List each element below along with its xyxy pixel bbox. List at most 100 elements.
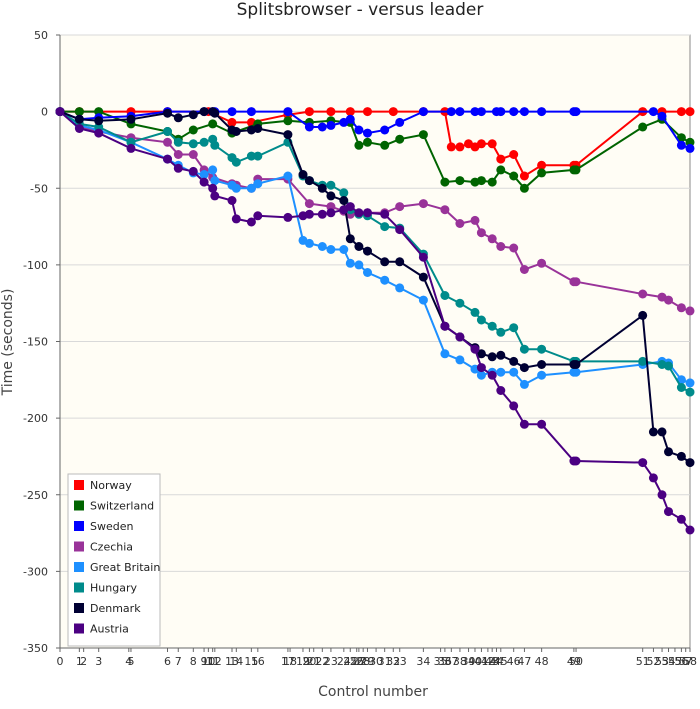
chart-title: Splitsbrowser - versus leader xyxy=(237,0,484,20)
data-point xyxy=(519,183,529,193)
legend-swatch xyxy=(74,562,84,572)
data-point xyxy=(537,360,547,369)
data-point xyxy=(354,208,364,218)
x-tick-label: 33 xyxy=(393,655,407,668)
data-point xyxy=(326,202,336,212)
data-point xyxy=(519,419,529,429)
x-tick-label: 6 xyxy=(164,655,171,668)
data-point xyxy=(487,177,497,187)
x-tick-label: 8 xyxy=(190,655,197,668)
data-point xyxy=(509,150,519,159)
x-tick-label: 38 xyxy=(453,655,467,668)
data-point xyxy=(363,246,372,256)
series-line xyxy=(60,110,691,190)
x-tick-label: 19 xyxy=(296,655,310,668)
data-point xyxy=(418,272,428,282)
data-point xyxy=(345,114,355,124)
data-point xyxy=(487,370,497,380)
data-point xyxy=(163,127,172,136)
x-tick-label: 9 xyxy=(201,655,208,668)
data-point xyxy=(455,107,465,117)
data-point xyxy=(487,139,497,149)
x-tick-label: 39 xyxy=(462,655,476,668)
data-point xyxy=(74,107,84,117)
x-tick-label: 56 xyxy=(674,655,688,668)
data-point xyxy=(476,363,486,373)
y-tick-label: 50 xyxy=(34,29,48,42)
data-point xyxy=(173,163,183,173)
legend-label: Switzerland xyxy=(90,500,154,513)
x-tick-label: 55 xyxy=(668,655,682,668)
legend-swatch xyxy=(74,603,84,613)
data-point xyxy=(519,265,529,274)
data-point xyxy=(455,298,465,308)
data-point xyxy=(657,427,667,437)
data-point xyxy=(470,107,480,117)
data-point xyxy=(317,122,327,132)
data-point xyxy=(163,154,172,164)
data-point xyxy=(676,303,686,313)
data-point xyxy=(246,217,256,227)
x-tick-label: 46 xyxy=(507,655,521,668)
legend-label: Austria xyxy=(90,623,129,636)
data-point xyxy=(440,205,450,215)
data-point xyxy=(304,122,314,132)
x-tick-label: 54 xyxy=(661,655,675,668)
data-point xyxy=(537,160,547,170)
x-tick-label: 21 xyxy=(307,655,321,668)
data-point xyxy=(638,310,648,320)
legend-label: Denmark xyxy=(90,602,141,615)
data-point xyxy=(470,215,480,225)
data-point xyxy=(648,107,658,117)
data-point xyxy=(363,107,372,117)
data-point xyxy=(380,257,390,267)
y-axis-label: Time (seconds) xyxy=(0,289,16,397)
data-point xyxy=(380,275,390,285)
data-point xyxy=(496,367,506,377)
data-point xyxy=(231,183,241,193)
data-point xyxy=(55,107,65,117)
data-point xyxy=(496,350,506,360)
data-point xyxy=(208,119,218,129)
data-point xyxy=(94,107,104,117)
x-tick-label: 40 xyxy=(468,655,482,668)
data-point xyxy=(283,171,293,181)
data-point xyxy=(227,196,237,205)
data-point xyxy=(476,176,486,186)
data-point xyxy=(685,143,695,153)
data-point xyxy=(685,458,695,468)
data-point xyxy=(395,117,405,127)
data-point xyxy=(571,367,581,377)
legend-swatch xyxy=(74,500,84,511)
data-point xyxy=(345,258,355,268)
x-tick-label: 4 xyxy=(125,655,132,668)
data-point xyxy=(326,180,336,190)
legend-label: Norway xyxy=(90,479,132,492)
y-tick-label: -200 xyxy=(23,412,48,425)
data-point xyxy=(326,245,336,254)
data-point xyxy=(657,111,667,121)
x-tick-label: 35 xyxy=(434,655,448,668)
data-point xyxy=(208,165,218,175)
data-point xyxy=(519,379,529,389)
data-point xyxy=(487,321,497,331)
x-tick-label: 36 xyxy=(438,655,452,668)
x-tick-label: 57 xyxy=(679,655,693,668)
legend-label: Sweden xyxy=(90,520,133,533)
data-point xyxy=(509,367,519,377)
data-point xyxy=(496,242,506,251)
x-tick-label: 45 xyxy=(494,655,508,668)
x-tick-label: 50 xyxy=(569,655,583,668)
data-point xyxy=(231,214,241,224)
data-point xyxy=(496,165,506,175)
data-point xyxy=(519,171,529,181)
x-tick-label: 13 xyxy=(225,655,239,668)
legend-label: Great Britain xyxy=(90,561,160,574)
data-point xyxy=(537,258,547,268)
data-point xyxy=(208,183,218,193)
x-tick-label: 27 xyxy=(352,655,366,668)
data-point xyxy=(317,242,327,251)
x-tick-label: 44 xyxy=(489,655,503,668)
data-point xyxy=(283,116,293,126)
